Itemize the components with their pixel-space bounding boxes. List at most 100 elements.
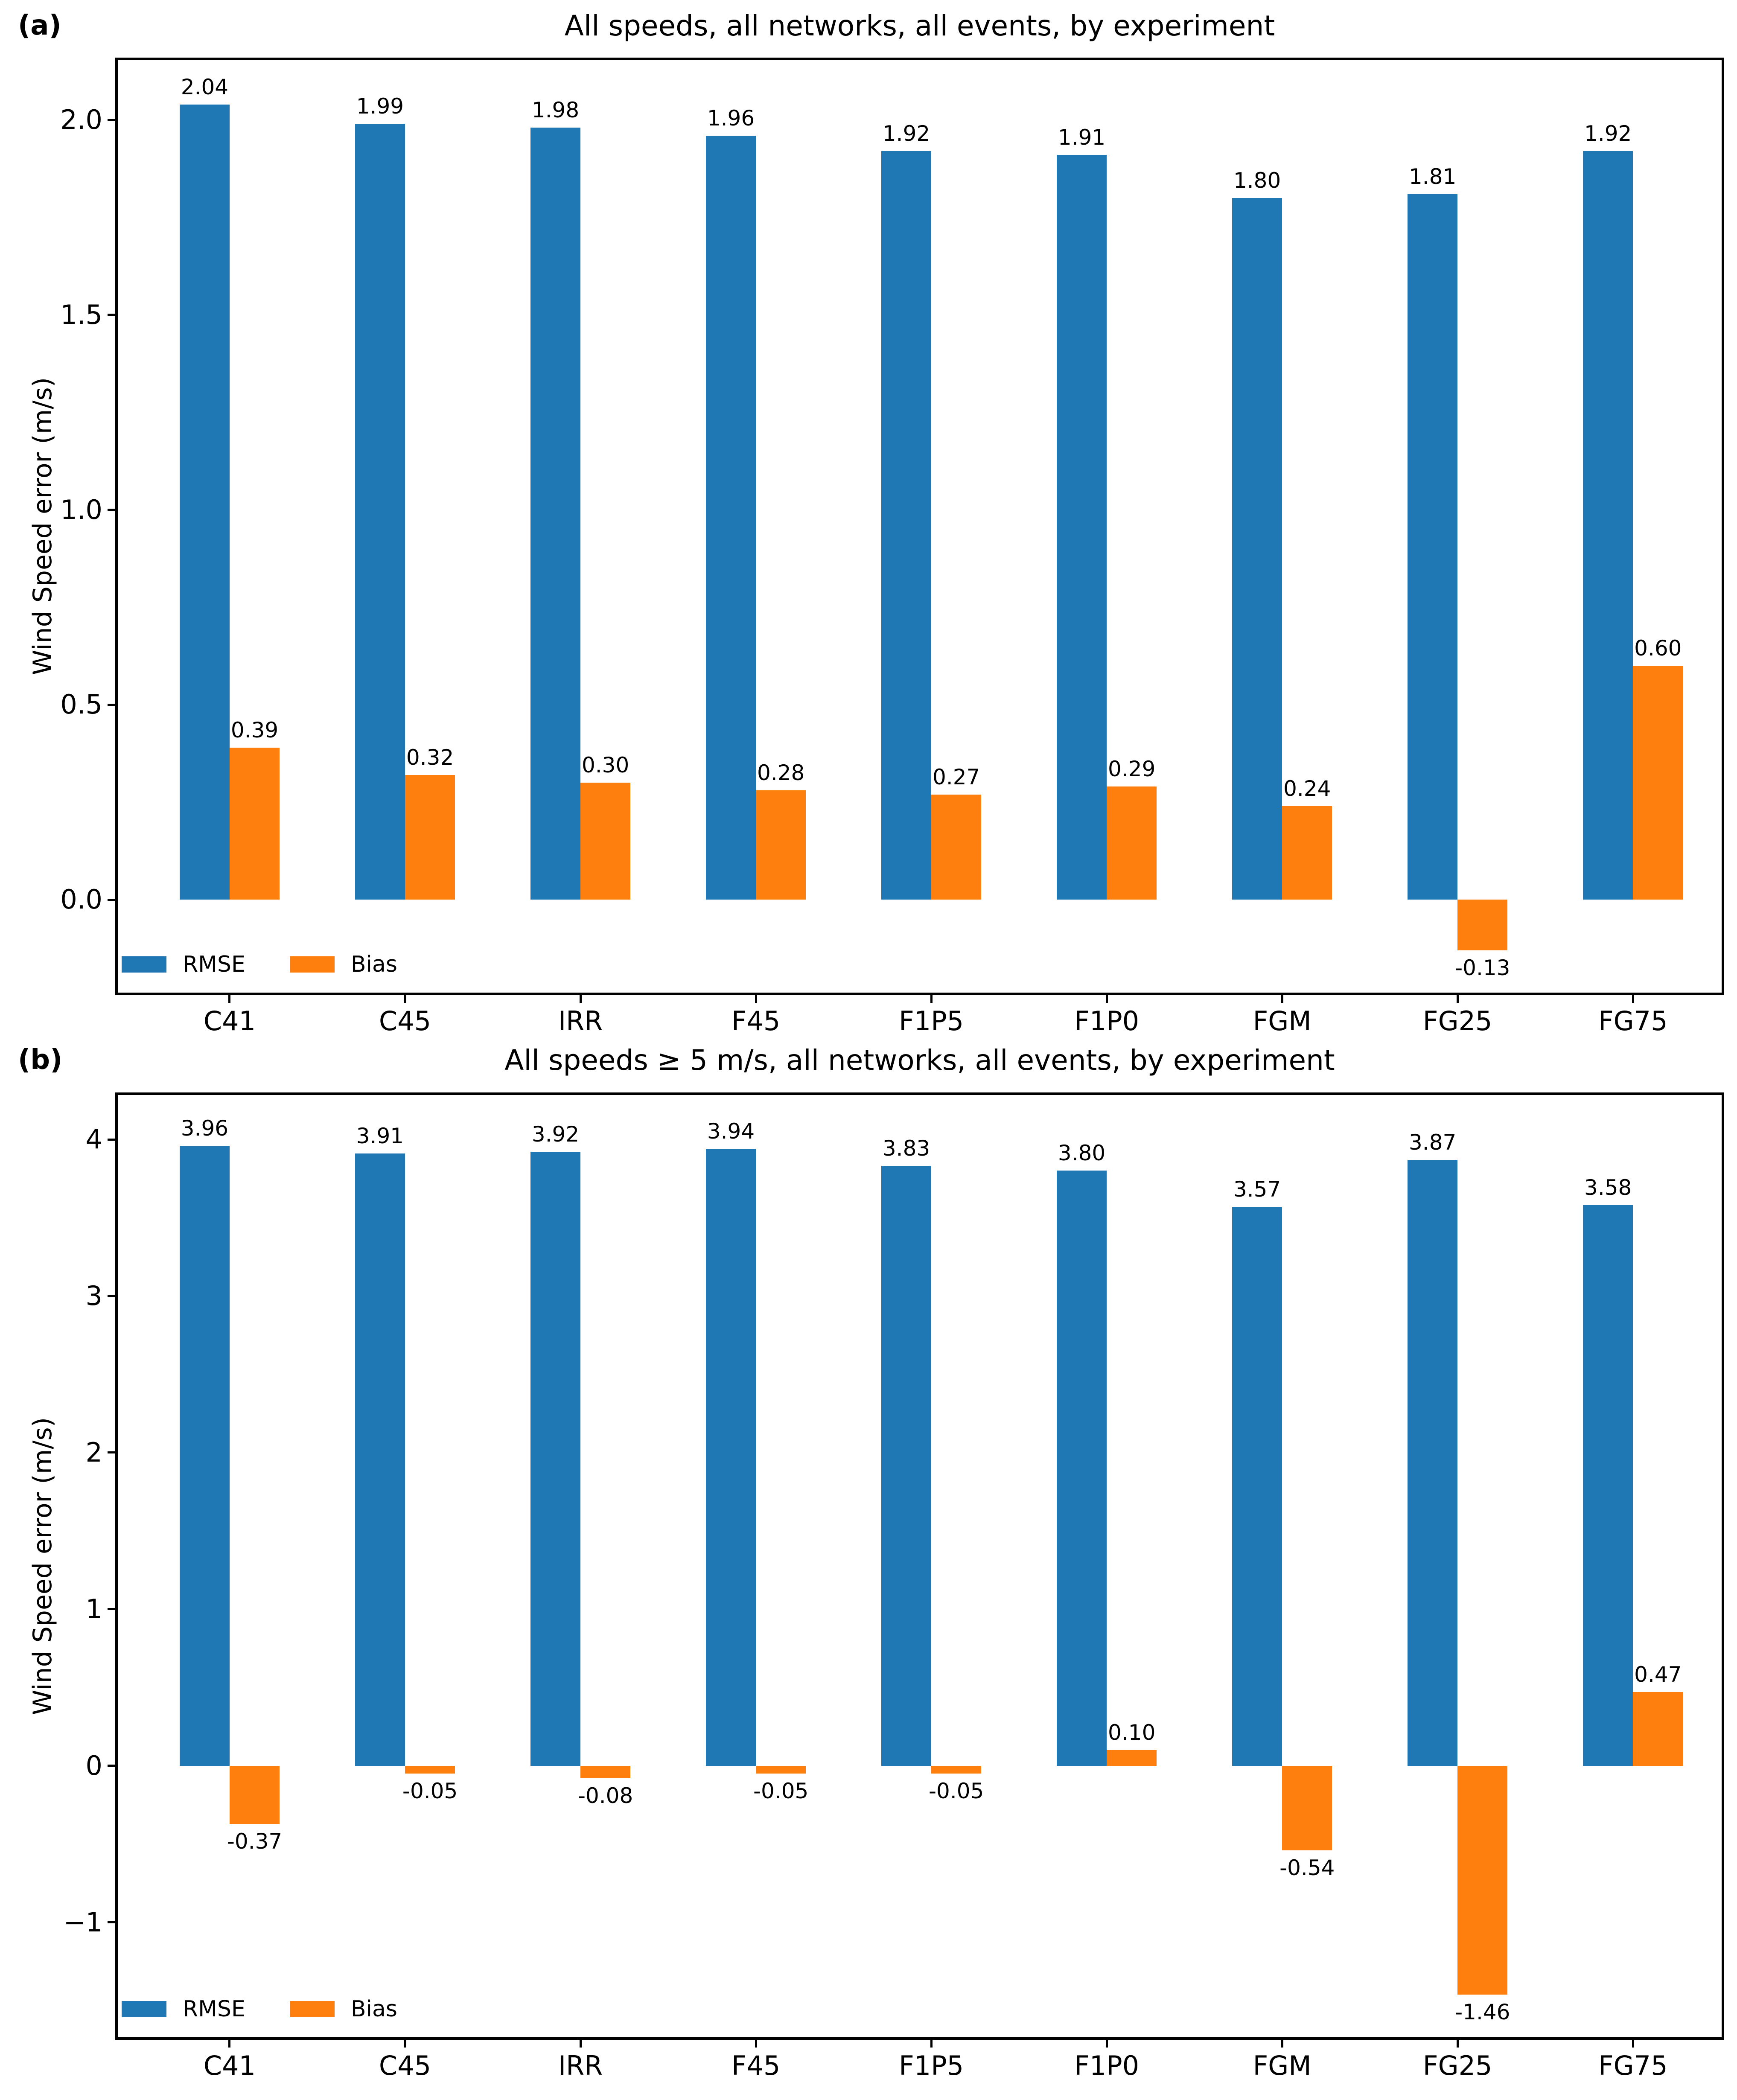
bias-legend-label: Bias: [350, 952, 397, 977]
bar-bias-F1P5: [931, 1765, 982, 1774]
panel-b-legend: RMSE Bias: [122, 1998, 397, 2020]
x-axis-tick-label-irr: IRR: [558, 2050, 603, 2081]
x-axis-tick-label-fg25: FG25: [1422, 1005, 1492, 1037]
bar-value-label: 3.58: [1584, 1175, 1632, 1200]
bar-value-label: -0.05: [402, 1779, 458, 1804]
x-axis-tick: [404, 995, 406, 1003]
bar-bias-FG75: [1633, 1692, 1683, 1766]
bar-rmse-IRR: [530, 128, 581, 900]
x-axis-tick-label-fgm: FGM: [1253, 2050, 1311, 2081]
legend-entry-bias: Bias: [289, 952, 397, 977]
bar-value-label: 1.92: [882, 121, 930, 146]
y-axis-tick: [108, 1608, 115, 1611]
x-axis-tick: [1281, 2040, 1283, 2048]
x-axis-tick-label-fg25: FG25: [1422, 2050, 1492, 2081]
bar-rmse-F45: [705, 1149, 756, 1766]
bar-bias-C45: [405, 775, 455, 900]
bar-rmse-F1P5: [881, 1166, 932, 1766]
x-axis-tick: [1105, 995, 1108, 1003]
x-axis-tick: [1632, 2040, 1634, 2048]
x-axis-tick: [1105, 2040, 1108, 2048]
bar-value-label: -0.05: [929, 1779, 984, 1804]
bar-rmse-F1P0: [1057, 1171, 1107, 1766]
x-axis-tick: [228, 995, 231, 1003]
bar-bias-FG75: [1633, 666, 1683, 900]
bar-value-label: 0.28: [757, 760, 805, 786]
legend-entry-rmse: RMSE: [122, 953, 245, 976]
bar-value-label: 3.94: [707, 1119, 755, 1144]
panel-a-label: (a): [18, 10, 61, 41]
axis-spine-right: [1722, 58, 1724, 995]
bar-bias-FG25: [1457, 900, 1508, 950]
bar-value-label: 1.81: [1408, 164, 1457, 189]
bar-value-label: 1.98: [531, 98, 580, 123]
bar-value-label: 3.92: [531, 1122, 580, 1147]
bar-bias-IRR: [580, 783, 631, 900]
panel-b-plot-area: −1 0 1 2 3 4 3.96 -0.37 C41 3.91 -0.05 C45 3.92 -0.08…: [64, 1092, 1724, 2079]
y-axis-tick-label: 2: [85, 1436, 102, 1468]
bar-rmse-FG75: [1583, 1205, 1633, 1766]
y-axis-tick: [108, 1451, 115, 1454]
x-axis-tick: [930, 995, 933, 1003]
bar-bias-F1P0: [1107, 786, 1157, 900]
bar-bias-F45: [756, 1765, 806, 1774]
bar-value-label: 3.83: [882, 1136, 930, 1161]
y-axis-tick-label: 2.0: [60, 104, 102, 136]
bar-value-label: 3.96: [181, 1116, 229, 1141]
y-axis-tick: [108, 1295, 115, 1297]
bar-rmse-FG75: [1583, 151, 1633, 900]
y-axis-tick: [108, 509, 115, 511]
panel-b-label: (b): [18, 1044, 63, 1076]
bar-value-label: 2.04: [181, 74, 229, 99]
y-axis-tick-label: 1.5: [60, 299, 102, 330]
y-axis-tick: [108, 1765, 115, 1767]
panel-b-title: All speeds ≥ 5 m/s, all networks, all ev…: [504, 1044, 1335, 1077]
bar-value-label: 0.32: [406, 745, 454, 770]
bar-value-label: -1.46: [1455, 1999, 1510, 2024]
bar-value-label: 0.10: [1108, 1720, 1156, 1745]
bar-rmse-F1P0: [1057, 155, 1107, 900]
y-axis-tick-label: 0.0: [60, 884, 102, 915]
rmse-legend-swatch: [122, 956, 166, 973]
x-axis-tick: [579, 2040, 582, 2048]
bar-bias-F45: [756, 790, 806, 900]
bar-value-label: -0.54: [1279, 1855, 1335, 1880]
bar-bias-FG25: [1457, 1765, 1508, 1995]
panel-a-title: All speeds, all networks, all events, by…: [564, 9, 1275, 42]
bar-value-label: 0.24: [1283, 776, 1331, 801]
bar-value-label: 0.60: [1634, 636, 1682, 661]
x-axis-tick-label-c45: C45: [379, 1005, 431, 1037]
axis-spine-top: [115, 1092, 1724, 1095]
bar-bias-C41: [229, 1765, 280, 1824]
x-axis-tick: [228, 2040, 231, 2048]
bar-value-label: 0.47: [1634, 1662, 1682, 1687]
bar-rmse-C45: [355, 124, 405, 900]
bar-value-label: -0.05: [753, 1779, 809, 1804]
axis-spine-right: [1722, 1092, 1724, 2040]
axis-spine-left: [115, 58, 118, 995]
bar-value-label: 0.30: [581, 753, 630, 778]
y-axis-tick: [108, 1138, 115, 1141]
bar-value-label: 0.27: [933, 764, 980, 789]
bar-bias-C41: [229, 747, 280, 900]
bar-rmse-FGM: [1232, 198, 1282, 900]
x-axis-tick-label-fg75: FG75: [1598, 1005, 1668, 1037]
x-axis-tick-label-fg75: FG75: [1598, 2050, 1668, 2081]
y-axis-tick-label: 4: [85, 1124, 102, 1155]
x-axis-tick-label-f1p0: F1P0: [1074, 1005, 1140, 1037]
rmse-legend-label: RMSE: [183, 952, 245, 977]
bar-value-label: 0.39: [230, 717, 279, 743]
bar-bias-F1P5: [931, 794, 982, 900]
bar-value-label: 3.80: [1058, 1141, 1106, 1166]
x-axis-tick-label-c41: C41: [203, 1005, 256, 1037]
x-axis-tick: [755, 2040, 757, 2048]
bar-rmse-C41: [179, 1145, 230, 1766]
y-axis-tick: [108, 1921, 115, 1924]
x-axis-tick-label-c41: C41: [203, 2050, 256, 2081]
rmse-legend-swatch: [122, 2001, 166, 2017]
panel-a-y-axis-label: Wind Speed error (m/s): [28, 377, 58, 676]
x-axis-tick: [579, 995, 582, 1003]
x-axis-tick-label-f1p5: F1P5: [899, 1005, 964, 1037]
y-axis-tick-label: 0: [85, 1750, 102, 1781]
